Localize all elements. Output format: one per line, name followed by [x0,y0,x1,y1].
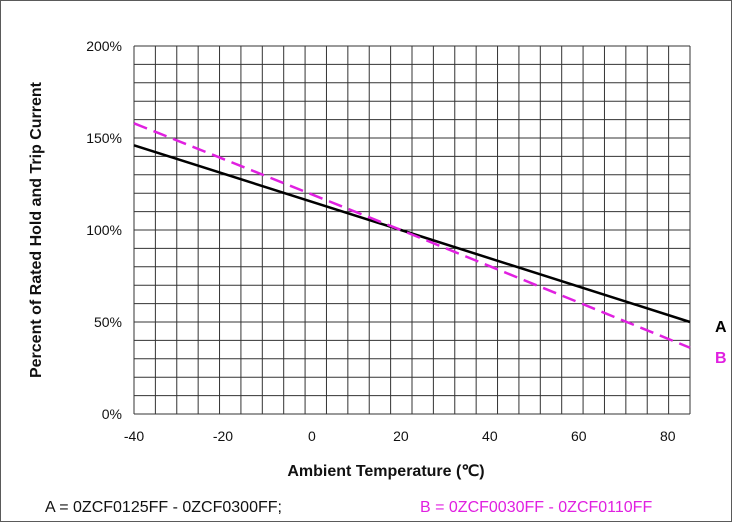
series-b-label: B [715,350,727,367]
series-lines [133,122,691,349]
y-tick-label: 200% [86,38,122,54]
y-tick-label: 50% [94,314,122,330]
y-tick-label: 100% [86,222,122,238]
x-tick-labels: -40 -20 0 20 40 60 80 [124,428,676,444]
x-tick-label: 60 [571,428,587,444]
y-axis-title: Percent of Rated Hold and Trip Current [28,81,45,378]
x-tick-label: 40 [482,428,498,444]
series-a-line [133,144,691,324]
x-axis-title: Ambient Temperature (℃) [287,463,484,480]
x-tick-label: 20 [393,428,409,444]
x-tick-label: -40 [124,428,144,444]
legend-b-text: B = 0ZCF0030FF - 0ZCF0110FF [420,499,652,516]
legend-a-text: A = 0ZCF0125FF - 0ZCF0300FF; [45,499,282,516]
series-a-label: A [715,319,727,336]
x-tick-label: 0 [308,428,316,444]
grid [133,45,691,415]
x-tick-label: -20 [213,428,233,444]
y-tick-labels: 0% 50% 100% 150% 200% [86,38,122,422]
x-tick-label: 80 [660,428,676,444]
series-b-line [133,122,691,349]
y-tick-label: 150% [86,130,122,146]
y-tick-label: 0% [102,406,122,422]
